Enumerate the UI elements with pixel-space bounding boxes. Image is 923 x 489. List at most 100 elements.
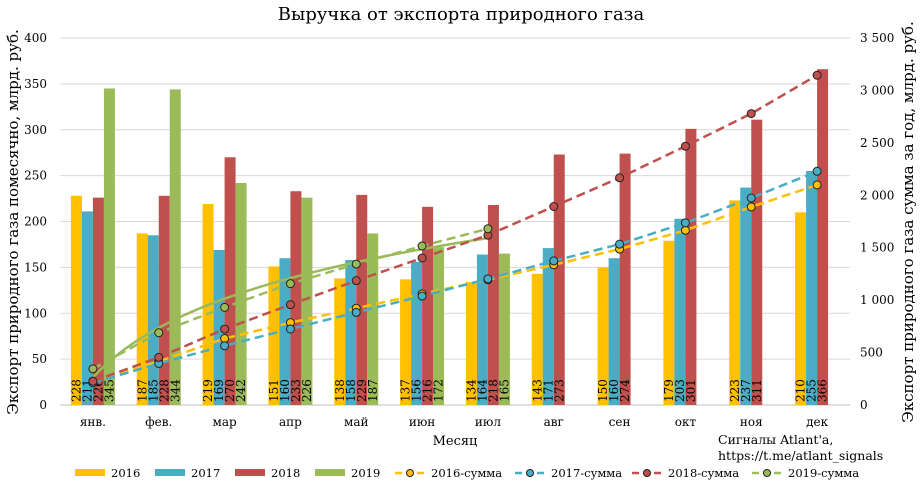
x-tick-label: июл [475,415,501,429]
legend-label: 2017-сумма [551,466,622,480]
data-label: 233 [289,379,303,402]
data-label: 185 [146,379,160,402]
y-axis-title-left: Экспорт природного газа помесячно, млрд.… [4,29,22,415]
legend-label: 2018-сумма [668,466,739,480]
data-label: 255 [805,379,819,402]
marker-2018-сумма [615,173,625,183]
y2-tick-label: 1 000 [860,293,894,307]
y-axis-title-right: Экспорт природного газа сумма за год, мл… [899,21,917,422]
bar-2016-июн [400,279,412,405]
marker-2017-сумма [549,256,559,266]
marker-2016-сумма [746,202,756,212]
bar-2017-ноя [740,187,752,405]
marker-2019-сумма [285,279,295,289]
marker-2018-сумма [285,300,295,310]
marker-2018-сумма [812,70,822,80]
legend-marker [526,469,534,477]
x-tick-label: авг [544,415,564,429]
data-label: 138 [333,379,347,402]
data-label: 137 [399,379,413,402]
data-label: 226 [300,379,314,402]
legend-swatch [235,469,265,476]
marker-2018-сумма [680,141,690,151]
bar-2019-май [367,233,379,405]
x-axis-title: Месяц [433,434,478,449]
y2-tick-label: 500 [860,346,883,360]
y-tick-label: 300 [24,123,47,137]
data-label: 160 [607,379,621,402]
legend-item-2019: 2019 [315,466,380,480]
marker-2016-сумма [812,180,822,190]
legend-marker [406,469,414,477]
y-tick-label: 200 [24,215,47,229]
x-tick-label: янв. [80,415,106,429]
bar-2018-авг [553,154,565,405]
data-label: 216 [421,379,435,402]
marker-2018-сумма [88,376,98,386]
data-label: 165 [497,379,511,402]
data-label: 164 [475,379,489,402]
credit-line-1: Сигналы Atlant'a, [718,432,833,447]
y-axis-right: 0 500 1 000 1 500 2 000 2 500 3 000 3 500 [860,31,894,412]
bar-2016-июл [465,282,477,405]
legend-label: 2016 [111,466,140,480]
marker-2018-сумма [417,253,427,263]
data-label: 169 [212,379,226,402]
x-tick-label: апр [279,415,302,429]
bar-2017-июн [411,261,423,405]
x-tick-label: дек [806,415,828,429]
data-label: 301 [684,379,698,402]
legend-item-2017: 2017 [155,466,220,480]
bar-2018-фев. [158,195,170,405]
y-tick-label: 50 [32,352,47,366]
legend-marker [763,469,771,477]
legend-label: 2018 [271,466,300,480]
bar-2016-авг [531,273,543,405]
bar-2017-окт [674,218,686,405]
marker-2018-сумма [746,109,756,119]
bar-2016-май [334,278,346,405]
legend-label: 2019 [351,466,380,480]
bar-2016-сен [597,267,609,405]
marker-2018-сумма [220,324,230,334]
bar-2018-окт [685,128,697,405]
data-label: 143 [530,379,544,402]
marker-2017-сумма [220,341,230,351]
data-label: 210 [794,379,808,402]
marker-2016-сумма [680,225,690,235]
data-label: 223 [728,379,742,402]
data-label: 151 [267,379,281,402]
y-tick-label: 0 [39,398,47,412]
y2-tick-label: 3 500 [860,31,894,45]
y-tick-label: 350 [24,77,47,91]
data-label: 160 [278,379,292,402]
data-label: 366 [816,379,830,402]
bar-2016-фев. [136,233,148,405]
bar-2018-сен [619,153,631,405]
marker-2017-сумма [680,218,690,228]
marker-2017-сумма [615,239,625,249]
legend-label: 2019-сумма [788,466,859,480]
bar-2017-авг [542,248,554,405]
legend-label: 2016-сумма [431,466,502,480]
bar-2017-янв. [81,211,93,405]
data-label: 229 [355,379,369,402]
marker-2017-сумма [417,291,427,301]
bar-2018-июн [422,206,434,405]
bar-2017-май [345,260,357,405]
data-label: 187 [135,379,149,402]
gridlines [60,37,850,406]
data-label: 273 [552,379,566,402]
bar-2018-апр [290,191,302,405]
data-label: 203 [673,379,687,402]
marker-2019-сумма [351,259,361,269]
data-label: 228 [69,379,83,402]
data-label: 219 [201,379,215,402]
data-label: 150 [596,379,610,402]
bar-2016-дек [795,212,807,405]
legend-item-2019-сумма: 2019-сумма [752,466,859,480]
data-label: 344 [168,379,182,402]
line-2017-сумма [92,170,818,385]
marker-2017-сумма [812,166,822,176]
